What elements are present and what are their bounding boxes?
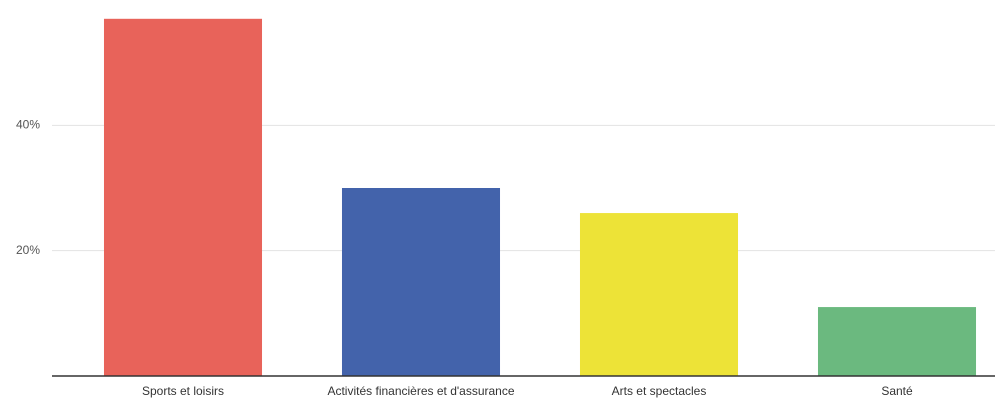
bar — [579, 213, 739, 376]
bar — [103, 18, 263, 377]
y-tick-label: 40% — [16, 118, 40, 132]
x-tick-label: Santé — [881, 384, 913, 398]
x-tick-label: Activités financières et d'assurance — [327, 384, 515, 398]
y-tick-label: 20% — [16, 243, 40, 257]
x-tick-label: Arts et spectacles — [611, 384, 707, 398]
bar — [341, 188, 501, 376]
bar — [817, 307, 977, 376]
x-tick-label: Sports et loisirs — [141, 384, 225, 398]
